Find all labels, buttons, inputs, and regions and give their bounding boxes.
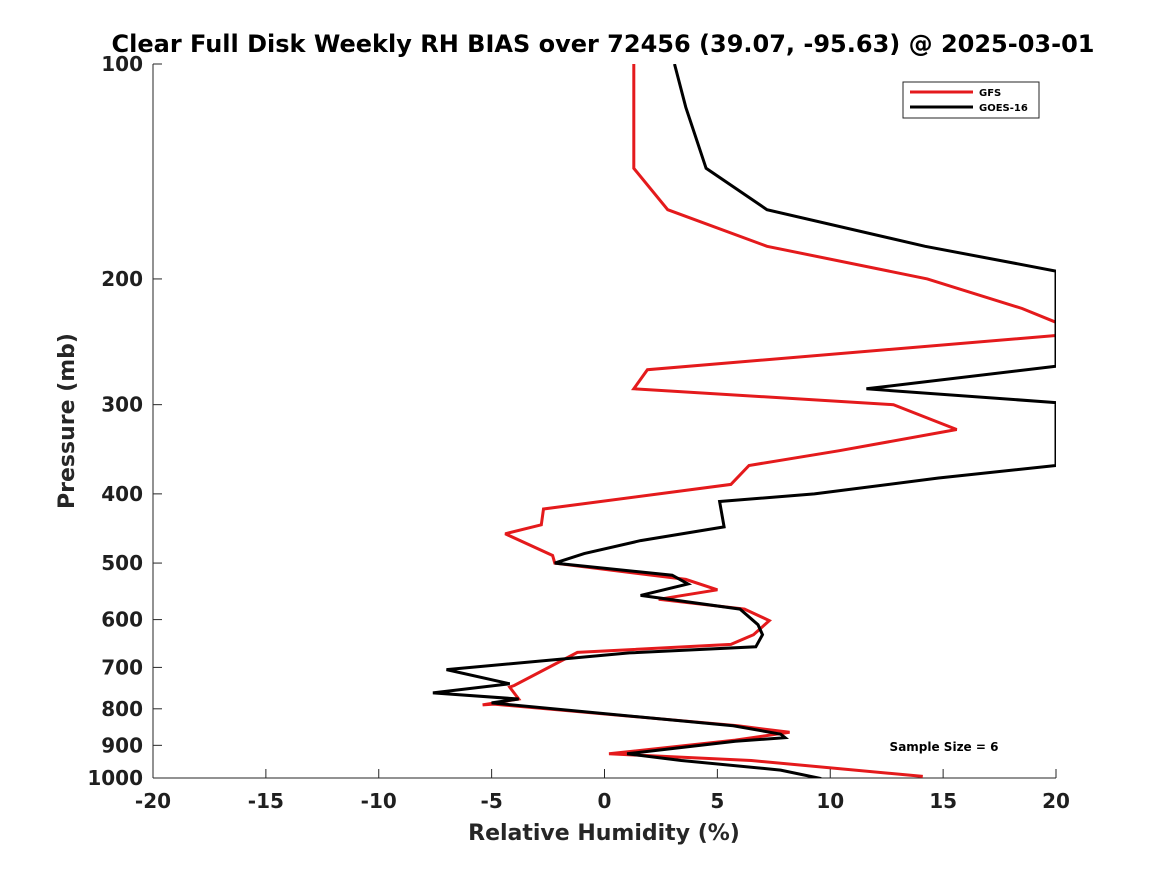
y-tick-label: 300 (101, 393, 143, 417)
legend-label: GOES-16 (979, 103, 1028, 114)
legend-box (902, 81, 1040, 119)
ticks-layer: -20 -15 -10 -5 0 5 10 15 20 100 200 300 400 500 600 700… (87, 52, 1070, 813)
x-tick-label: 20 (1042, 789, 1070, 813)
x-tick-label: -10 (361, 789, 397, 813)
y-tick-label: 500 (101, 551, 143, 575)
y-tick-label: 800 (101, 697, 143, 721)
series-line-gfs (482, 64, 1056, 778)
x-tick-label: 15 (929, 789, 957, 813)
plot-axes (152, 64, 1056, 779)
y-tick-label: 700 (101, 655, 143, 679)
x-tick-label: 0 (598, 789, 612, 813)
x-tick-label: -20 (135, 789, 171, 813)
legend: GFS GOES-16 (902, 81, 1040, 119)
x-tick-label: -5 (481, 789, 503, 813)
series-layer (432, 64, 1056, 778)
y-tick-label: 400 (101, 482, 143, 506)
series-line-goes-16 (432, 64, 1056, 778)
sample-size-annotation: Sample Size = 6 (890, 740, 999, 754)
y-tick-label: 1000 (87, 766, 143, 790)
legend-label: GFS (979, 88, 1001, 99)
y-tick-label: 900 (101, 733, 143, 757)
y-axis-label: Pressure (mb) (55, 333, 80, 509)
chart-title: Clear Full Disk Weekly RH BIAS over 7245… (112, 30, 1095, 58)
y-tick-label: 600 (101, 608, 143, 632)
y-tick-label: 200 (101, 267, 143, 291)
x-axis-label: Relative Humidity (%) (468, 821, 740, 846)
x-tick-label: -15 (248, 789, 284, 813)
x-tick-label: 5 (710, 789, 724, 813)
x-tick-label: 10 (816, 789, 844, 813)
y-tick-label: 100 (101, 52, 143, 76)
